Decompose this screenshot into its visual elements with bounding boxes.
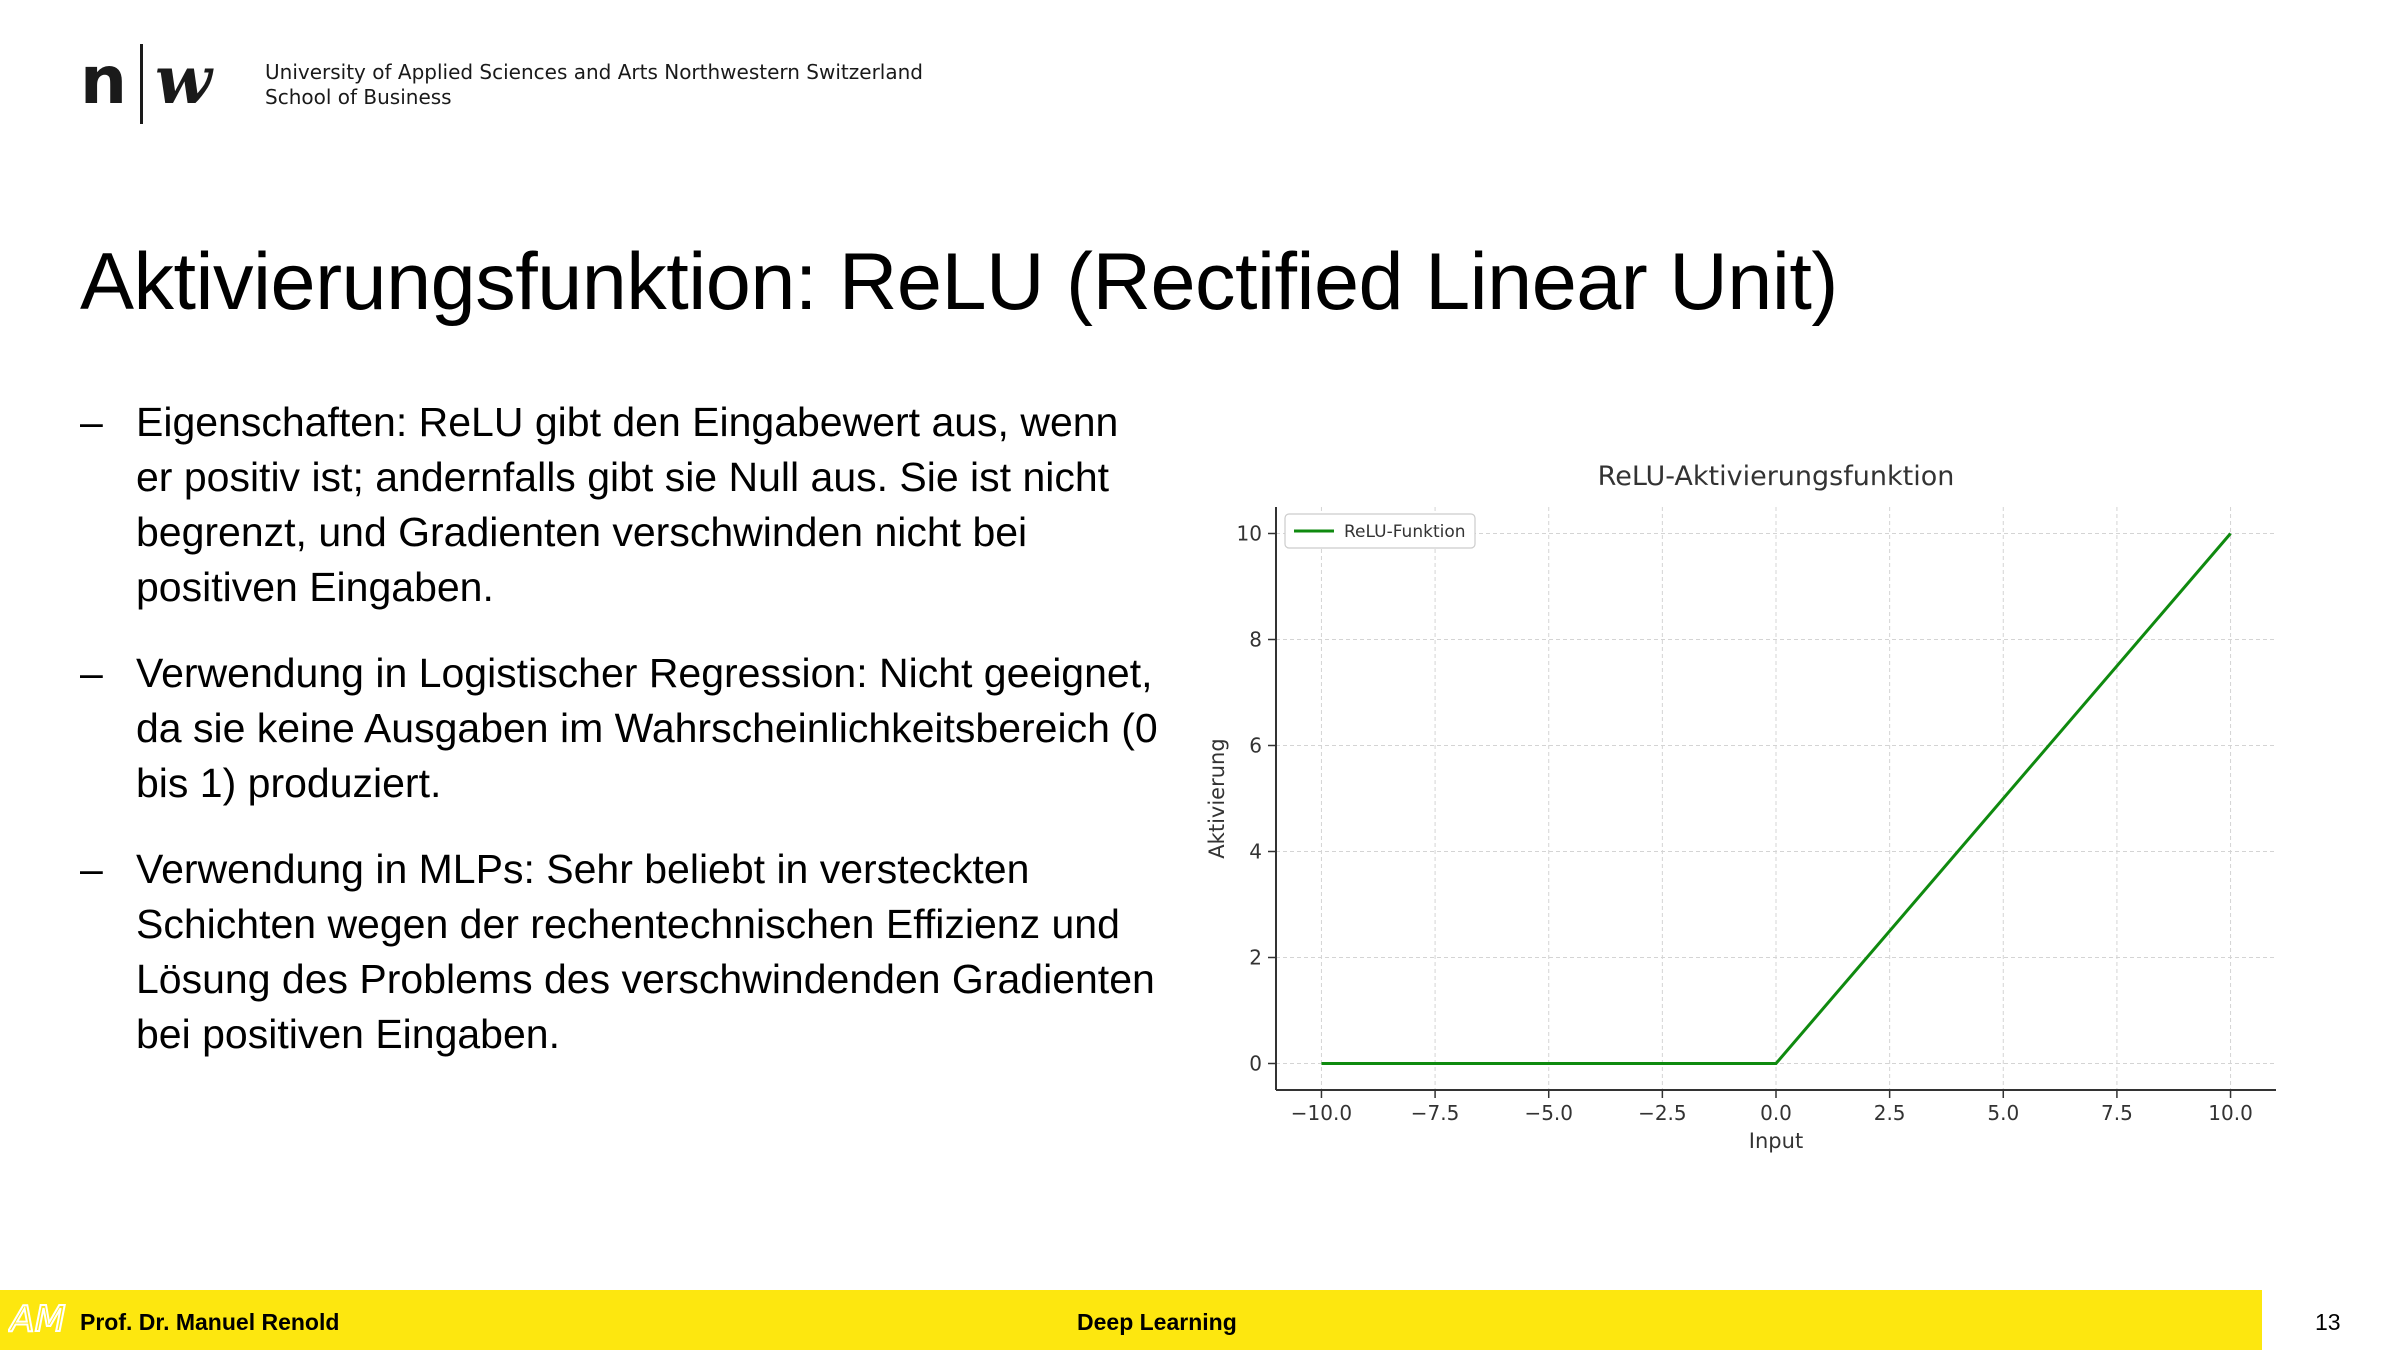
bullet-item: – Verwendung in Logistischer Regression:…: [80, 646, 1160, 811]
y-tick-label: 4: [1249, 840, 1262, 864]
bullet-text: Verwendung in Logistischer Regression: N…: [136, 650, 1158, 806]
bullet-item: – Eigenschaften: ReLU gibt den Eingabewe…: [80, 395, 1160, 615]
x-tick-label: −7.5: [1411, 1101, 1460, 1125]
y-tick-label: 6: [1249, 734, 1262, 758]
bullet-marker: –: [80, 846, 103, 892]
logo-divider: [140, 44, 143, 124]
logo-letter-w: w: [155, 41, 214, 119]
relu-series-line: [1321, 532, 2232, 1065]
x-tick-label: 10.0: [2208, 1101, 2253, 1125]
bullet-text: Verwendung in MLPs: Sehr beliebt in vers…: [136, 846, 1155, 1057]
bullet-list: – Eigenschaften: ReLU gibt den Eingabewe…: [80, 395, 1160, 1093]
bullet-text: Eigenschaften: ReLU gibt den Eingabewert…: [136, 399, 1119, 610]
bullet-marker: –: [80, 399, 103, 445]
x-tick-label: 2.5: [1874, 1101, 1906, 1125]
legend-box: [1284, 513, 1476, 549]
chart-title: ReLU-Aktivierungsfunktion: [1598, 461, 1955, 492]
footer-logo: AM: [8, 1298, 66, 1339]
x-tick-label: −5.0: [1524, 1101, 1573, 1125]
x-axis-label: Input: [1749, 1129, 1803, 1153]
footer-author: Prof. Dr. Manuel Renold: [80, 1309, 340, 1335]
institution-name: University of Applied Sciences and Arts …: [265, 60, 923, 110]
institution-line-2: School of Business: [265, 85, 452, 109]
x-tick-label: −2.5: [1638, 1101, 1687, 1125]
x-tick-label: 0.0: [1760, 1101, 1792, 1125]
footer-bar: [0, 1290, 2262, 1350]
logo-letter-n: n: [80, 42, 127, 119]
legend-label: ReLU-Funktion: [1344, 522, 1466, 542]
x-tick-label: 7.5: [2101, 1101, 2133, 1125]
x-tick-label: 5.0: [1987, 1101, 2019, 1125]
y-axis-label: Aktivierung: [1205, 738, 1229, 858]
y-tick-label: 2: [1249, 946, 1262, 970]
footer-course: Deep Learning: [1077, 1309, 1237, 1335]
slide-title: Aktivierungsfunktion: ReLU (Rectified Li…: [80, 237, 1838, 327]
nw-logo: n w: [80, 41, 214, 124]
bullet-item: – Verwendung in MLPs: Sehr beliebt in ve…: [80, 842, 1160, 1062]
y-tick-label: 0: [1249, 1052, 1262, 1076]
y-tick-label: 8: [1249, 628, 1262, 652]
footer-logo-text: AM: [8, 1299, 66, 1339]
institution-line-1: University of Applied Sciences and Arts …: [265, 60, 923, 84]
bullet-marker: –: [80, 650, 103, 696]
x-tick-label: −10.0: [1291, 1101, 1352, 1125]
page-number: 13: [2315, 1309, 2341, 1335]
relu-chart: −10.0 −7.5 −5.0 −2.5 0.0 2.5 5.0 7.5 10.0 0 2 4 6 8 10…: [1205, 461, 2276, 1153]
y-tick-label: 10: [1237, 522, 1262, 546]
